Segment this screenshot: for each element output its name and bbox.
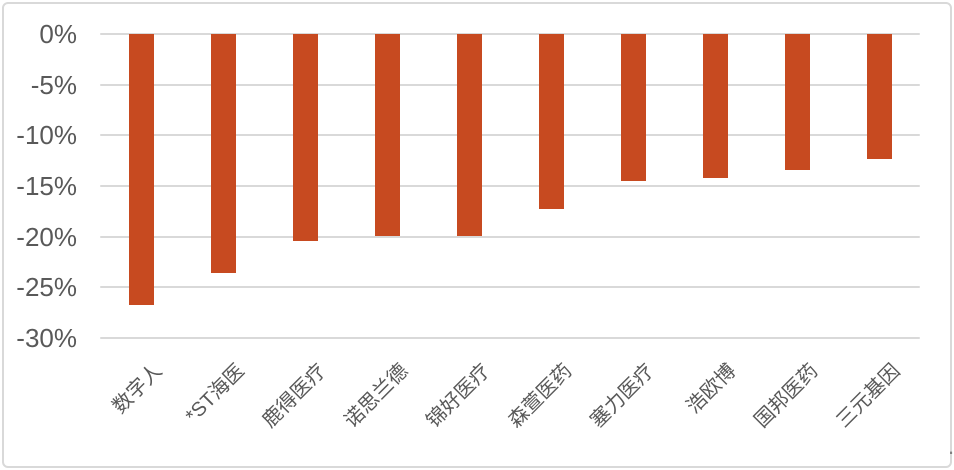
bar [456,34,482,236]
bar [374,34,400,236]
bar [784,34,810,170]
gridline [100,337,920,339]
x-axis-category-label: 浩欧博 [682,360,741,418]
x-axis-category-label: 数字人 [108,360,167,418]
y-axis-tick-label: -30% [16,323,77,353]
bar [292,34,318,241]
gridline [100,134,920,137]
y-axis-tick-label: -25% [16,272,77,303]
bar [128,34,154,305]
x-axis-category-label: 塞力医疗 [586,360,659,433]
trailing-period-text: . [948,434,954,459]
gridline [100,235,920,238]
bar [702,34,728,178]
gridline [100,286,920,289]
gridline [100,33,920,35]
x-axis-category-label: *ST海医 [181,360,249,428]
gridline [100,185,920,187]
x-axis-category-label: 森萱医药 [504,360,577,433]
y-axis-tick-label: -5% [30,69,77,100]
y-axis-tick-label: 0% [39,19,77,49]
bar [210,34,236,274]
x-axis-category-label: 诺思兰德 [340,360,413,433]
x-axis-category-label: 国邦医药 [750,360,823,433]
y-axis-tick-label: -20% [16,221,77,252]
x-axis-category-label: 三元基因 [832,360,905,433]
y-axis-tick-label: -10% [16,120,77,151]
bar [538,34,564,210]
gridline [100,83,920,86]
y-axis-tick-label: -15% [16,171,77,201]
bar [866,34,892,159]
x-axis-category-label: 鹿得医疗 [258,360,331,433]
x-axis-category-label: 锦好医疗 [422,360,495,433]
bar [620,34,646,181]
